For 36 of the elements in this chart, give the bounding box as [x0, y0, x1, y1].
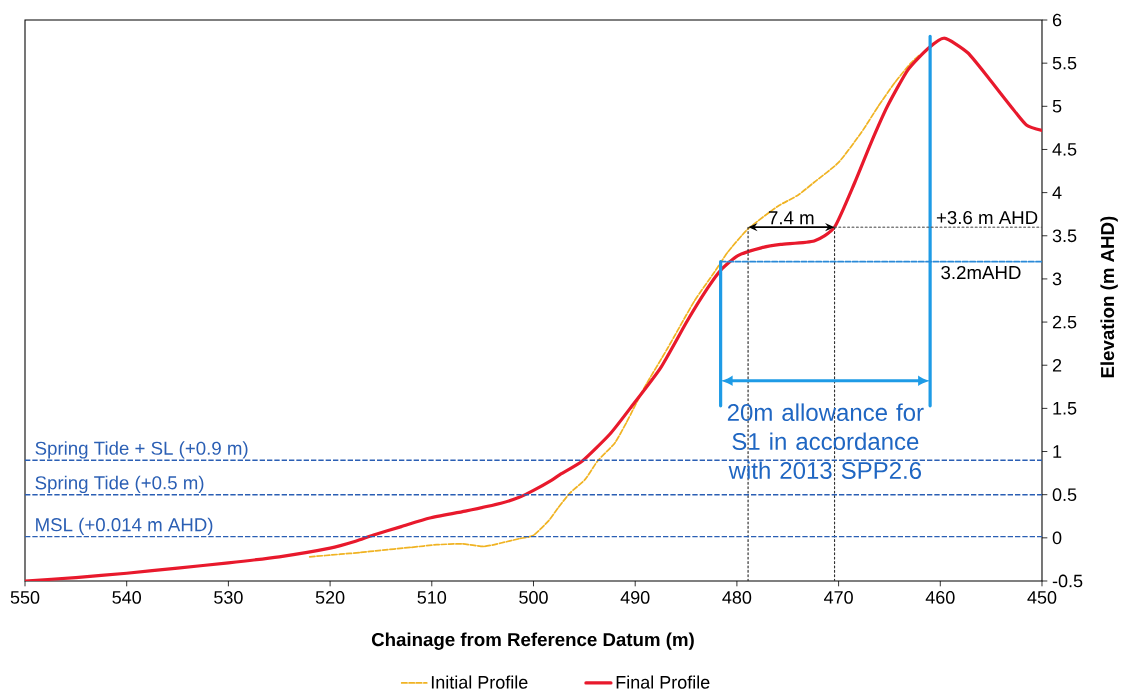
y-tick-label: 1.5	[1053, 402, 1077, 415]
x-tick-label: 500	[519, 591, 548, 604]
y-tick-label: 4	[1052, 186, 1062, 199]
annotation: +3.6 m AHD	[936, 210, 1038, 225]
x-tick-label: 540	[112, 591, 141, 604]
x-tick-label: 450	[1027, 591, 1057, 604]
y-axis-title: Elevation (m AHD)	[1100, 216, 1118, 378]
y-tick-label: 2	[1052, 358, 1062, 372]
y-tick-label: 5	[1052, 100, 1062, 113]
x-tick-label: 550	[10, 591, 40, 604]
x-tick-label: 520	[315, 591, 345, 604]
legend-label: Initial Profile	[431, 675, 528, 689]
x-tick-label: 470	[824, 591, 853, 604]
y-tick-label: 3	[1052, 272, 1062, 286]
x-tick-label: 490	[620, 591, 650, 604]
x-axis-title: Chainage from Reference Datum (m)	[371, 632, 694, 650]
annotation: 20m allowance for S1 in accordance with 2013 SPP2.6	[727, 403, 924, 480]
x-tick-label: 480	[722, 591, 752, 604]
annotation: 3.2mAHD	[941, 265, 1021, 280]
y-tick-label: 0.5	[1052, 488, 1077, 502]
y-tick-label: 5.5	[1052, 56, 1077, 70]
y-tick-label: 4.5	[1052, 143, 1077, 156]
y-tick-label: 0	[1052, 531, 1062, 545]
y-tick-label: 6	[1052, 13, 1062, 27]
legend-label: Final Profile	[616, 675, 710, 689]
ref-line-label: MSL (+0.014 m AHD)	[36, 517, 213, 536]
x-tick-label: 460	[925, 591, 955, 604]
annotation: 7.4 m	[768, 211, 814, 225]
x-tick-label: 530	[214, 591, 243, 604]
y-tick-label: 3.5	[1052, 229, 1077, 243]
y-tick-label: 1	[1053, 445, 1062, 458]
ref-line-label: Spring Tide (+0.5 m)	[35, 475, 204, 494]
ref-line-label: Spring Tide + SL (+0.9 m)	[35, 441, 248, 459]
x-tick-label: 510	[417, 591, 447, 604]
y-tick-label: -0.5	[1052, 574, 1083, 588]
y-tick-label: 2.5	[1052, 315, 1077, 329]
